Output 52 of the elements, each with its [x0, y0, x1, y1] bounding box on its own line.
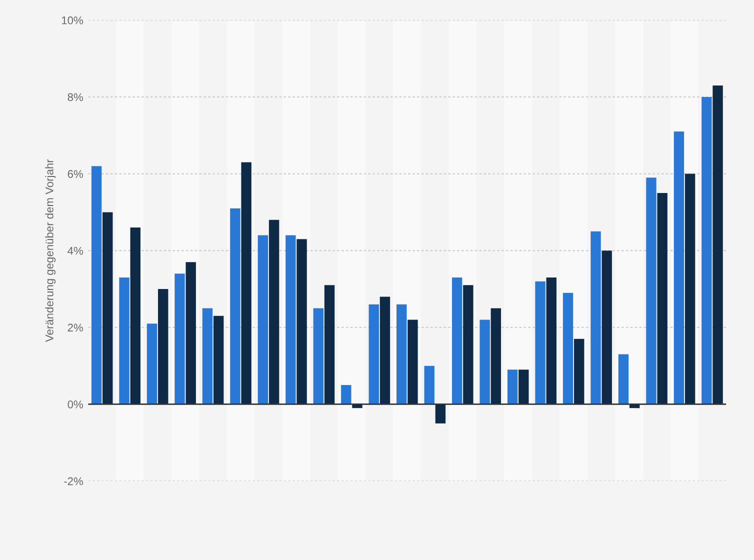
bar [463, 285, 474, 404]
y-tick-label: 10% [62, 16, 83, 24]
bar [241, 162, 252, 404]
bar [684, 174, 696, 404]
bar [91, 166, 102, 404]
bar [408, 320, 418, 404]
bar [313, 308, 324, 404]
y-tick-label: 6% [68, 170, 83, 178]
bar [102, 212, 113, 404]
bar [452, 277, 462, 404]
y-tick-label: 0% [68, 400, 83, 408]
bar [158, 289, 168, 404]
bar [574, 338, 584, 404]
bar [507, 370, 518, 404]
bar [202, 308, 213, 404]
bar [518, 370, 529, 404]
bar [368, 304, 379, 404]
bar [590, 231, 601, 404]
bar [324, 285, 335, 404]
bar [546, 277, 556, 404]
y-tick-label: -2% [64, 477, 83, 486]
bar [674, 132, 684, 404]
bar [562, 292, 574, 404]
y-tick-label: 8% [68, 93, 83, 102]
bar [130, 228, 140, 404]
bar [174, 274, 185, 404]
y-tick-label: 4% [68, 246, 83, 255]
bar [490, 308, 502, 404]
bar [480, 320, 490, 404]
bar [380, 296, 390, 404]
bar [119, 277, 130, 404]
bar [435, 404, 446, 424]
bar [646, 178, 656, 404]
bar [186, 262, 196, 404]
bar [146, 324, 158, 404]
bar [618, 354, 629, 404]
bar [657, 192, 668, 404]
bar [213, 316, 224, 404]
y-tick-label: 2% [68, 324, 83, 332]
bar [296, 239, 307, 404]
bar [702, 96, 712, 404]
bar [341, 385, 352, 404]
bar [268, 220, 280, 404]
bar [230, 208, 240, 404]
bar [424, 366, 434, 404]
bar [396, 304, 407, 404]
bar [602, 250, 612, 404]
bar [535, 281, 546, 404]
bar [286, 235, 296, 404]
y-axis-title: Veränderung gegenüber dem Vorjahr [45, 159, 56, 342]
bar [258, 235, 268, 404]
bar [712, 85, 723, 404]
